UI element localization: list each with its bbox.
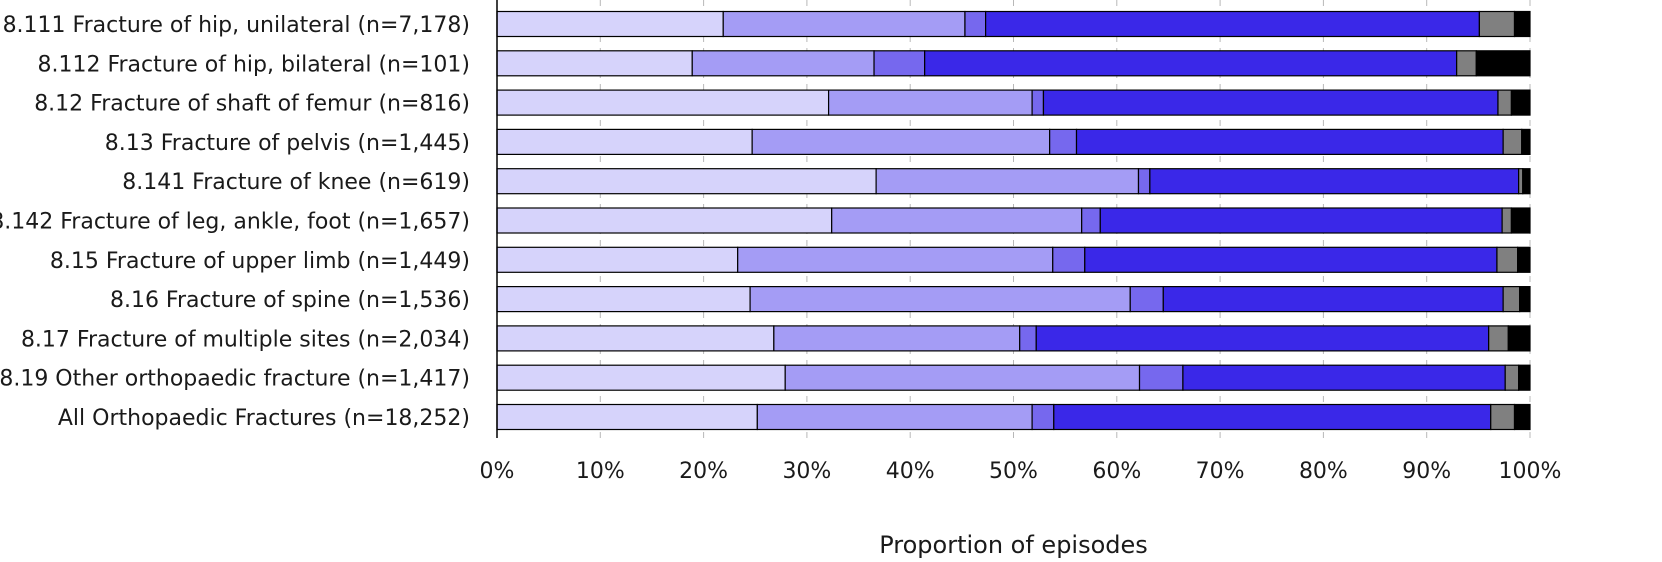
bar-segment [496,128,753,155]
bar-segment [1502,128,1523,155]
category-labels: 8.111 Fracture of hip, unilateral (n=7,1… [0,13,470,431]
x-tick-label: 20% [679,459,728,484]
bar-segment [722,10,966,38]
bar-segment [1497,89,1513,116]
bar-segment [1488,325,1509,352]
category-label: 8.141 Fracture of knee (n=619) [122,170,470,195]
bar-segment [496,403,758,431]
bar-segment [1510,207,1531,234]
bar-segment [1031,89,1045,116]
bar-segment [1137,168,1151,195]
bar-segment [1522,168,1531,195]
category-label: 8.16 Fracture of spine (n=1,536) [110,288,470,313]
bar-segment [756,403,1033,431]
bar-segment [827,89,1033,116]
bar-segment [1053,403,1492,431]
bar-segment [496,286,751,313]
bar-segment [1510,89,1531,116]
x-tick-label: 100% [1499,459,1562,484]
bar-segment [1052,246,1086,273]
category-label: 8.112 Fracture of hip, bilateral (n=101) [37,52,470,77]
bar-segment [691,50,875,77]
category-label: 8.111 Fracture of hip, unilateral (n=7,1… [3,13,470,38]
x-tick-label: 0% [480,459,515,484]
bar-segment [1084,246,1498,273]
x-tick-label: 90% [1402,459,1451,484]
bar-segment [496,50,693,77]
bar-segment [1518,168,1524,195]
x-tick-label: 10% [576,459,625,484]
bar-segment [1490,403,1516,431]
bar-segment [1149,168,1520,195]
bar-segment [1513,10,1531,38]
category-label: All Orthopaedic Fractures (n=18,252) [58,406,470,431]
bar-segment [875,168,1140,195]
bar-segment [924,50,1458,77]
bar-segment [751,128,1051,155]
category-label: 8.15 Fracture of upper limb (n=1,449) [50,249,470,274]
bar-segment [496,325,775,352]
bar-segment [1129,286,1164,313]
bar-segment [496,364,786,391]
bar-segment [1049,128,1078,155]
bar-segment [784,364,1141,391]
category-label: 8.12 Fracture of shaft of femur (n=816) [34,92,470,117]
x-tick-label: 50% [989,459,1038,484]
bar-segment [1518,364,1531,391]
bar-segment [831,207,1083,234]
category-label: 8.142 Fracture of leg, ankle, foot (n=1,… [0,210,470,235]
bar-segment [1162,286,1504,313]
bar-segment [496,89,830,116]
x-tick-label: 80% [1299,459,1348,484]
bar-segment [964,10,987,38]
x-tick-labels: 0% 10% 20% 30% 40% 50% 60% 70% 80% 90% 100% [480,459,1562,484]
bar-segment [1075,128,1504,155]
bar-segment [1019,325,1037,352]
category-label: 8.13 Fracture of pelvis (n=1,445) [105,131,470,156]
bar-segment [1521,128,1531,155]
bar-segment [1519,286,1531,313]
x-axis-title: Proportion of episodes [879,531,1148,559]
bar-segment [773,325,1021,352]
bar-segment [1081,207,1101,234]
category-label: 8.19 Other orthopaedic fracture (n=1,417… [0,367,470,392]
bar-segment [1478,10,1516,38]
bar-segment [873,50,926,77]
x-tick-label: 70% [1196,459,1245,484]
bar-segment [1504,364,1520,391]
x-tick-label: 40% [886,459,935,484]
bar-segment [749,286,1131,313]
bar-segment [1475,50,1531,77]
bar-segment [496,207,833,234]
bar-segment [496,10,724,38]
bar-segment [1501,207,1513,234]
bar-segment [1042,89,1499,116]
bar-segment [1502,286,1521,313]
category-label: 8.17 Fracture of multiple sites (n=2,034… [21,327,470,352]
bars [496,10,1531,431]
bar-segment [1138,364,1184,391]
bar-segment [1517,246,1531,273]
bar-segment [1031,403,1055,431]
bar-segment [1513,403,1531,431]
bar-segment [1507,325,1531,352]
bar-segment [1496,246,1519,273]
bar-segment [1182,364,1506,391]
bar-segment [1456,50,1477,77]
x-tick-label: 60% [1092,459,1141,484]
bar-segment [496,168,877,195]
bar-segment [1099,207,1503,234]
x-tick-label: 30% [782,459,831,484]
bar-segment [1035,325,1490,352]
bar-segment [496,246,739,273]
bar-segment [737,246,1054,273]
bar-segment [985,10,1480,38]
